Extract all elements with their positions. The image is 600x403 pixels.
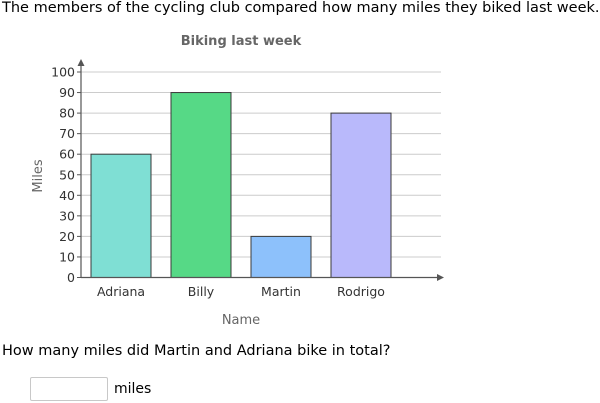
x-tick-label: Adriana bbox=[97, 284, 145, 299]
y-tick-label: 10 bbox=[59, 249, 75, 264]
y-tick-label: 30 bbox=[59, 208, 75, 223]
x-tick-label: Martin bbox=[261, 284, 301, 299]
y-tick-label: 40 bbox=[59, 188, 75, 203]
intro-text: The members of the cycling club compared… bbox=[2, 0, 600, 16]
bar-martin bbox=[250, 235, 312, 278]
answer-input[interactable] bbox=[30, 377, 108, 401]
y-tick-label: 100 bbox=[51, 65, 75, 80]
y-tick-label: 20 bbox=[59, 229, 75, 244]
y-tick-label: 80 bbox=[59, 106, 75, 121]
x-axis-ticks: Adriana Billy Martin Rodrigo bbox=[97, 284, 385, 299]
y-tick-label: 60 bbox=[59, 147, 75, 162]
y-axis-arrow bbox=[77, 59, 85, 66]
chart-title: Biking last week bbox=[181, 34, 302, 49]
y-tick-label: 90 bbox=[59, 85, 75, 100]
answer-row: miles bbox=[30, 376, 151, 402]
y-tick-label: 0 bbox=[67, 270, 75, 285]
y-axis-label: Miles bbox=[31, 159, 46, 192]
y-tick-label: 70 bbox=[59, 126, 75, 141]
x-tick-label: Billy bbox=[188, 284, 215, 299]
x-tick-label: Rodrigo bbox=[337, 284, 385, 299]
question-text: How many miles did Martin and Adriana bi… bbox=[2, 343, 391, 359]
x-axis-label: Name bbox=[222, 313, 260, 328]
answer-unit: miles bbox=[114, 381, 152, 397]
y-axis-ticks: 0 10 20 30 40 50 60 70 80 90 100 bbox=[51, 65, 81, 285]
bar-billy bbox=[170, 92, 232, 278]
bars bbox=[90, 92, 392, 278]
axes bbox=[77, 59, 444, 281]
x-axis-arrow bbox=[437, 274, 444, 281]
bar-rodrigo bbox=[330, 112, 392, 278]
bar-chart: Biking last week 0102030405060708090100 … bbox=[31, 34, 444, 328]
y-tick-label: 50 bbox=[59, 167, 75, 182]
bar-adriana bbox=[90, 153, 152, 278]
